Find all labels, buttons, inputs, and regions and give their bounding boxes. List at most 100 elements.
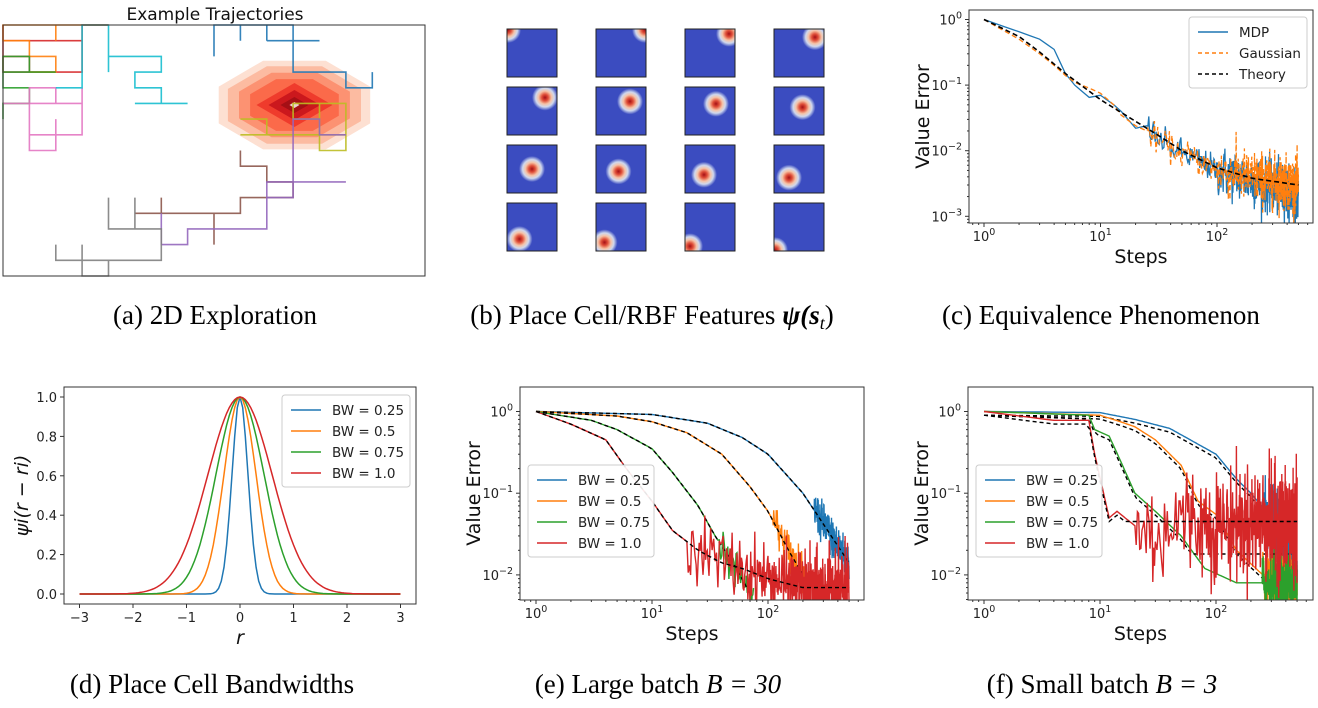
rbf-frame	[684, 86, 736, 136]
trajectory-line	[2, 55, 56, 120]
rbf-feature-map	[506, 202, 558, 252]
trajectory-line	[54, 197, 163, 277]
theory-line	[535, 410, 752, 596]
legend-label: BW = 1.0	[332, 466, 396, 482]
legend-label: BW = 0.25	[578, 473, 650, 489]
rbf-frame	[684, 202, 736, 252]
plot-frame	[2, 24, 426, 277]
tick-label: 101	[641, 604, 664, 622]
rbf-feature-map	[595, 202, 647, 252]
tick-label: 101	[1089, 227, 1112, 245]
x-tick-label: −1	[177, 611, 196, 626]
y-tick-label: 0.2	[36, 549, 57, 564]
panel-b	[506, 28, 825, 252]
legend-label: BW = 0.5	[332, 424, 396, 440]
rbf-feature-map	[595, 86, 647, 136]
legend-label: BW = 0.25	[1026, 473, 1098, 489]
rbf-feature-map	[684, 86, 736, 136]
rbf-bump	[685, 233, 703, 251]
rbf-feature-map	[595, 28, 647, 78]
rbf-frame	[773, 28, 825, 78]
series-line-theory	[983, 18, 1299, 186]
rbf-feature-map	[595, 144, 647, 194]
tick-label: 10−1	[931, 76, 962, 94]
y-tick-label: 0.4	[36, 509, 57, 524]
rbf-frame	[595, 28, 647, 78]
tick-label: 100	[973, 227, 996, 245]
legend-label: BW = 0.5	[578, 494, 642, 510]
tick-label: 101	[1089, 604, 1112, 622]
y-tick-label: 0.6	[36, 470, 57, 485]
x-tick-label: −3	[70, 611, 89, 626]
panel-e: 100 101 102 100 10−1 10−2 Steps Value Error BW =…	[463, 386, 865, 645]
y-tick-label: 0.8	[36, 430, 57, 445]
x-axis-label: Steps	[1114, 246, 1167, 268]
series-line	[535, 410, 850, 600]
rbf-frame	[506, 28, 558, 78]
rbf-bump	[605, 158, 632, 185]
legend-label: BW = 0.75	[1026, 515, 1098, 531]
rbf-bump	[532, 87, 557, 111]
legend: BW = 0.25 BW = 0.5 BW = 0.75 BW = 1.0	[975, 464, 1103, 558]
tick-label: 100	[973, 604, 996, 622]
chart-title: Example Trajectories	[126, 5, 303, 25]
rbf-bump	[617, 88, 643, 115]
y-tick-label: 1.0	[36, 391, 57, 406]
trajectory-line	[160, 118, 346, 246]
rbf-frame	[595, 144, 647, 194]
rbf-feature-map	[773, 86, 825, 136]
legend-label: Gaussian	[1239, 46, 1301, 62]
y-axis-label: Value Error	[463, 441, 485, 546]
rbf-bump	[776, 164, 802, 191]
rbf-bump	[774, 237, 788, 251]
rbf-frame	[506, 144, 558, 194]
rbf-frame	[773, 86, 825, 136]
trajectory-line	[55, 24, 188, 105]
trajectory-line	[3, 87, 83, 152]
x-tick-label: 2	[343, 611, 351, 626]
x-tick-label: −2	[123, 611, 142, 626]
plot-frame	[967, 386, 1314, 601]
panel-f: 100 101 102 100 10−1 10−2 Steps Value Error BW =…	[911, 386, 1314, 645]
legend-label: BW = 0.5	[1026, 494, 1090, 510]
rbf-feature-map	[506, 28, 558, 78]
theory-line	[535, 410, 850, 564]
panel-a: Example Trajectories	[2, 5, 426, 277]
tick-label: 10−3	[931, 207, 962, 225]
rbf-feature-map	[506, 144, 558, 194]
rbf-frame	[773, 202, 825, 252]
legend: MDP Gaussian Theory	[1188, 16, 1308, 89]
y-axis-label: Value Error	[912, 64, 934, 169]
rbf-bump	[703, 90, 729, 117]
rbf-frame	[773, 144, 825, 194]
plot-frame	[519, 386, 865, 601]
y-axis-label: ψi(r − ri)	[11, 455, 33, 537]
tick-label: 10−2	[482, 566, 513, 584]
theory-line	[535, 410, 850, 589]
theory-line	[983, 414, 1298, 573]
rbf-bump	[596, 229, 618, 251]
rbf-bump	[507, 29, 521, 43]
tick-label: 102	[757, 604, 780, 622]
legend-label: MDP	[1239, 25, 1269, 41]
plot-frame	[968, 9, 1314, 224]
y-tick-label: 0.0	[36, 588, 57, 603]
rbf-bump	[632, 29, 646, 43]
plot-frame	[63, 386, 417, 605]
rbf-feature-map	[773, 202, 825, 252]
x-axis-label: r	[236, 627, 245, 649]
rbf-frame	[684, 28, 736, 78]
theory-line	[535, 410, 807, 581]
legend-label: BW = 0.75	[332, 445, 404, 461]
rbf-feature-map	[684, 144, 736, 194]
tick-label: 100	[938, 403, 961, 421]
rbf-bump	[789, 94, 816, 121]
legend-label: BW = 0.75	[578, 515, 650, 531]
legend-label: BW = 1.0	[578, 536, 642, 552]
tick-label: 102	[1206, 227, 1229, 245]
panel-d: −3 −2 −1 0 1 2 3 0.0 0.2 0.4 0.6 0.8 1.0 r ψi(r − ri) B…	[11, 386, 417, 649]
panel-c: 100 101 102 100 10−1 10−2 10−3 Steps Value Error…	[912, 9, 1314, 268]
rbf-frame	[595, 202, 647, 252]
rbf-bump	[519, 156, 545, 182]
series-line	[79, 396, 401, 595]
